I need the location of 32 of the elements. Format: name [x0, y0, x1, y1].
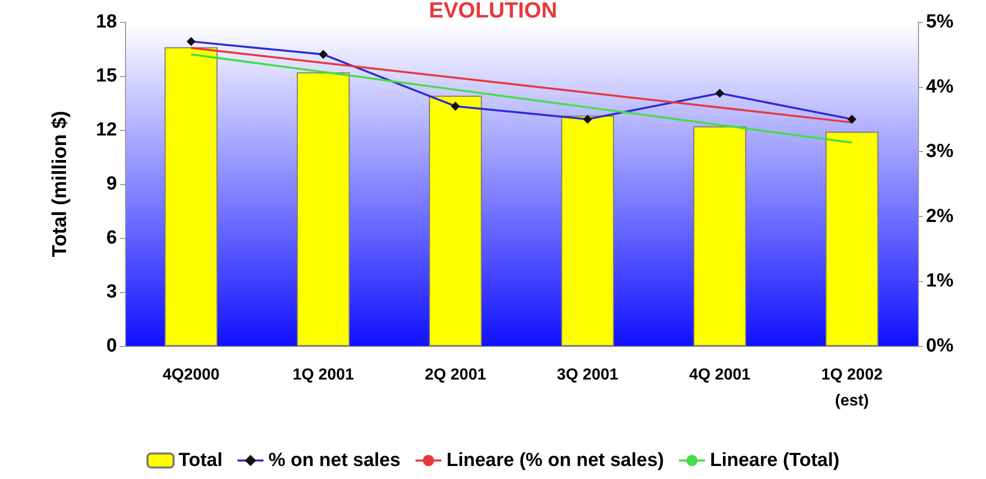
- bar: [296, 72, 350, 346]
- y2-tick-label: 0%: [926, 336, 954, 356]
- bar: [428, 96, 482, 346]
- y-tick-label: 9: [106, 174, 117, 194]
- y-tick-label: 15: [96, 66, 118, 86]
- bar: [164, 47, 218, 346]
- y2-tick-label: 5%: [926, 12, 954, 32]
- chart-title: EVOLUTION: [428, 0, 558, 22]
- x-tick-label: 4Q 2001: [689, 366, 751, 384]
- legend-label: % on net sales: [268, 450, 400, 471]
- y-axis-title: Total (million $): [49, 110, 71, 258]
- line-series: [190, 53, 853, 144]
- bar: [825, 132, 878, 346]
- y-tick-label: 0: [106, 336, 117, 356]
- y-tick-label: 3: [106, 282, 117, 302]
- y2-tick-label: 3%: [926, 141, 954, 162]
- y-tick-label: 6: [106, 228, 117, 248]
- bar: [693, 126, 746, 346]
- x-tick-label: 1Q 2001: [292, 366, 354, 384]
- y-tick-label: 12: [96, 120, 117, 140]
- y2-tick-label: 1%: [926, 270, 954, 292]
- legend-label: Lineare (Total): [710, 450, 840, 471]
- x-tick-label: 2Q 2001: [424, 366, 486, 384]
- y-tick-label: 18: [96, 12, 117, 32]
- y2-tick-label: 2%: [926, 206, 954, 227]
- y2-tick-label: 4%: [926, 76, 954, 98]
- x-tick-label: 3Q 2001: [556, 366, 618, 384]
- x-tick-label: 4Q2000: [162, 366, 220, 384]
- legend-label: Lineare (% on net sales): [446, 450, 664, 471]
- x-tick-label: 1Q 2002 (est): [821, 366, 883, 410]
- legend-label: Total: [178, 450, 222, 471]
- bar: [561, 116, 614, 346]
